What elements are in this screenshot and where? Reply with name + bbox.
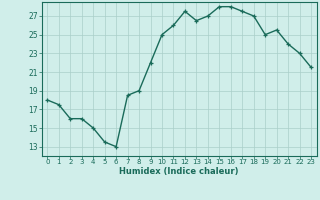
X-axis label: Humidex (Indice chaleur): Humidex (Indice chaleur) [119,167,239,176]
